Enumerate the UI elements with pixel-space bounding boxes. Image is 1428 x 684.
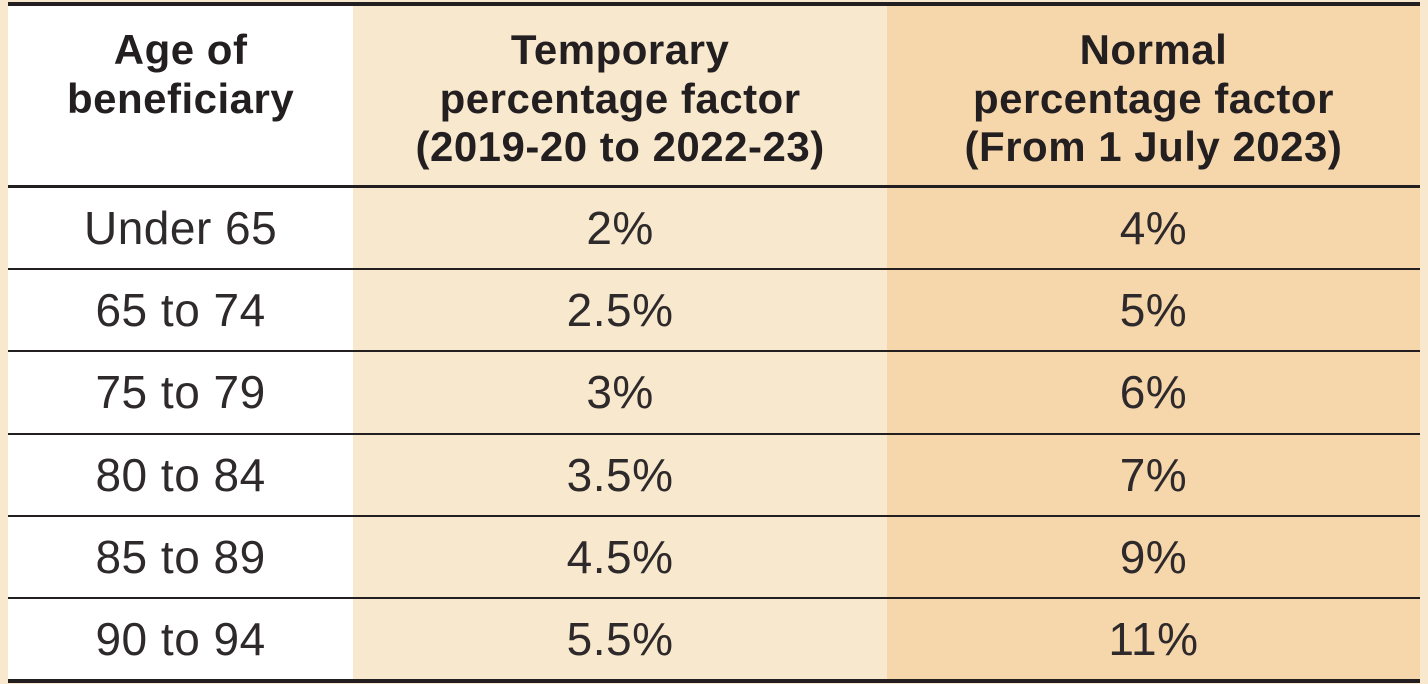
table-cell-age: 75 to 79 (8, 352, 354, 433)
column-header-age-of-beneficiary: Age of beneficiary (8, 6, 354, 185)
table-cell-temporary-factor: 3.5% (353, 434, 887, 515)
table-cell-normal-factor: 4% (886, 188, 1420, 269)
table-cell-temporary-factor: 3% (353, 352, 887, 433)
table-cell-normal-factor: 9% (886, 516, 1420, 597)
table-cell-normal-factor: 6% (886, 352, 1420, 433)
table-cell-age: 90 to 94 (8, 598, 354, 680)
table-header-row: Age of beneficiary Temporary percentage … (8, 6, 1420, 186)
table-row-65-to-74: 65 to 74 2.5% 5% (8, 268, 1420, 351)
table-cell-temporary-factor: 2.5% (353, 270, 887, 351)
table-row-90-to-94: 90 to 94 5.5% 11% (8, 596, 1420, 680)
table-cell-age: 85 to 89 (8, 516, 354, 597)
table-cell-age: 80 to 84 (8, 434, 354, 515)
table-cell-normal-factor: 7% (886, 434, 1420, 515)
table-cell-age: 65 to 74 (8, 270, 354, 351)
table-row-85-to-89: 85 to 89 4.5% 9% (8, 514, 1420, 597)
table-row-80-to-84: 80 to 84 3.5% 7% (8, 432, 1420, 515)
table-cell-age: Under 65 (8, 188, 354, 269)
column-header-normal-percentage-factor: Normal percentage factor (From 1 July 20… (886, 6, 1420, 185)
table-cell-temporary-factor: 4.5% (353, 516, 887, 597)
table-row-75-to-79: 75 to 79 3% 6% (8, 350, 1420, 433)
percentage-factor-table: Age of beneficiary Temporary percentage … (8, 2, 1420, 683)
table-row-under-65: Under 65 2% 4% (8, 186, 1420, 269)
table-cell-temporary-factor: 5.5% (353, 598, 887, 680)
table-cell-normal-factor: 11% (886, 598, 1420, 680)
table-cell-normal-factor: 5% (886, 270, 1420, 351)
column-header-temporary-percentage-factor: Temporary percentage factor (2019-20 to … (353, 6, 887, 185)
table-cell-temporary-factor: 2% (353, 188, 887, 269)
